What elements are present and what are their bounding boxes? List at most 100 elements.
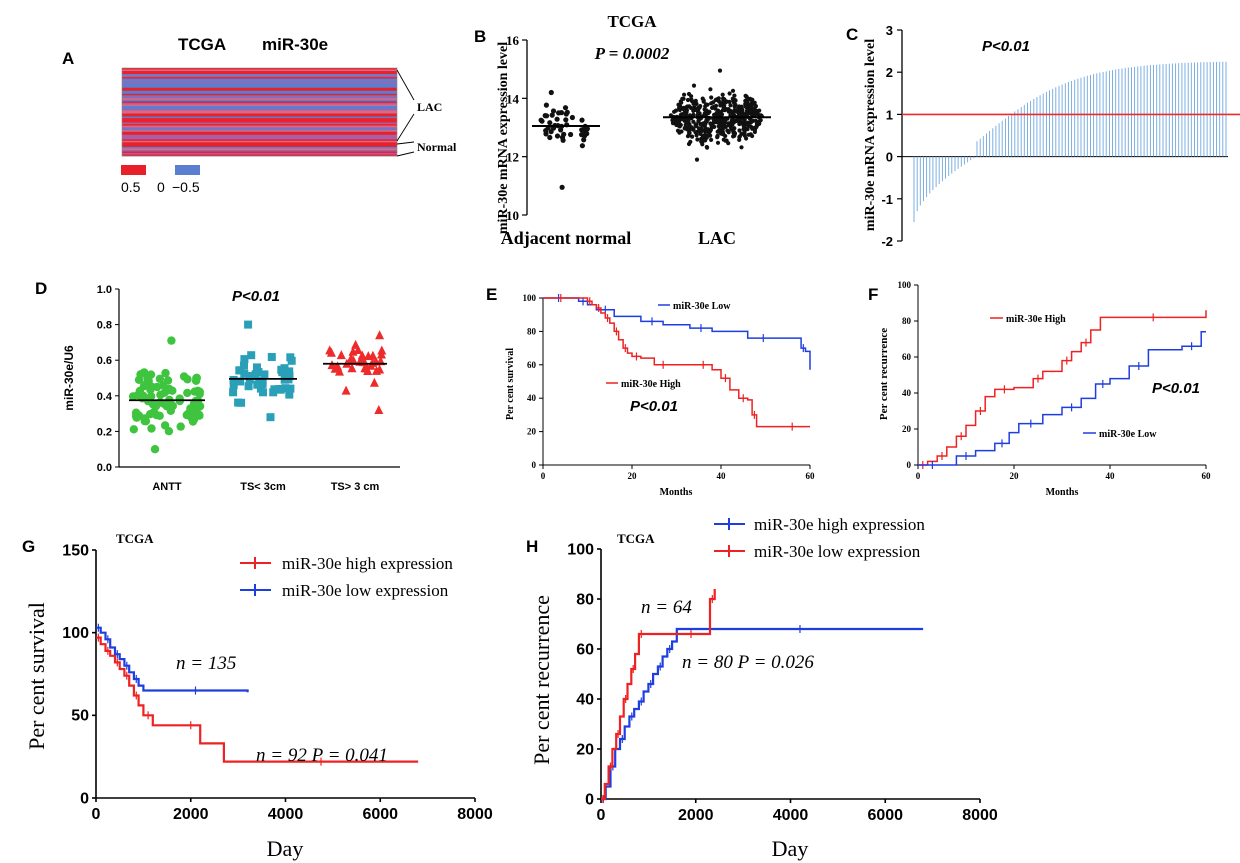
data-point-b [690, 134, 695, 139]
y-tick-label-c: 1 [886, 107, 893, 122]
heatmap-row [122, 145, 397, 148]
xlabel-h: Day [772, 836, 809, 861]
data-point-d [369, 377, 379, 387]
y-tick-label: 80 [527, 326, 537, 336]
row-label-normal: Normal [417, 140, 457, 154]
category-b-1: LAC [698, 228, 736, 248]
heatmap-row [122, 122, 397, 125]
pvalue-d: P<0.01 [232, 288, 280, 305]
marks-c [902, 61, 1240, 222]
data-point-b [728, 108, 733, 113]
category-d-1: TS< 3cm [240, 481, 286, 493]
heatmap-row [122, 140, 397, 143]
data-point-b [698, 126, 703, 131]
data-point-b [744, 105, 750, 110]
data-point-b [732, 93, 737, 98]
title-g: TCGA [116, 531, 154, 546]
data-point-b [558, 110, 565, 116]
y-tick-label-d: 0.8 [97, 320, 112, 332]
data-point-b [547, 134, 553, 141]
heatmap-rows [122, 68, 397, 157]
data-point-d [341, 385, 351, 395]
data-point-b [550, 108, 557, 114]
x-tick-label: 60 [1202, 471, 1212, 481]
data-point-b [691, 112, 696, 117]
data-point-b [712, 120, 717, 125]
data-point-b [720, 107, 726, 113]
panel-g: G TCGA Per cent survival Day 0 50 100 150 0 2… [22, 531, 493, 861]
data-point-b [730, 126, 735, 131]
annotation-g-n92: n = 92 P = 0.041 [256, 745, 388, 766]
data-point-d [168, 386, 177, 395]
data-point-b [582, 130, 588, 136]
y-tick-label: 40 [902, 388, 912, 398]
data-point-d [285, 390, 294, 399]
xlabel-e: Months [660, 487, 693, 498]
title-b: TCGA [607, 12, 657, 31]
heatmap-row [122, 98, 397, 101]
x-tick-label: 0 [92, 806, 101, 823]
annotation-h-n80: n = 80 P = 0.026 [682, 652, 814, 673]
panel-letter-c: C [846, 25, 858, 44]
data-point-b [752, 100, 757, 105]
data-point-d [136, 370, 145, 379]
data-point-b [549, 112, 555, 118]
y-tick-label: 100 [523, 293, 537, 303]
data-point-b [717, 99, 722, 104]
data-point-b [691, 107, 696, 112]
x-tick-label: 4000 [268, 806, 304, 823]
heatmap-row [122, 149, 397, 152]
data-point-d [129, 425, 138, 434]
data-point-b [695, 137, 700, 142]
heatmap-row [122, 152, 397, 155]
data-point-d [258, 379, 267, 388]
heatmap-row [122, 77, 397, 79]
x-tick-label: 6000 [867, 807, 903, 824]
data-point-b [682, 126, 687, 131]
data-point-b [739, 104, 744, 109]
data-point-b [722, 97, 727, 102]
data-point-b [677, 107, 683, 113]
panel-letter-d: D [35, 279, 47, 298]
data-point-b [558, 127, 564, 133]
heatmap-row [122, 80, 397, 82]
panel-f: F Per cent recurrence Months 0 20 40 60 80 10… [868, 280, 1211, 498]
category-d-0: ANTT [152, 481, 182, 493]
y-tick-label-b: 14 [506, 91, 520, 106]
data-point-b [569, 114, 576, 121]
series-line [918, 331, 1206, 466]
data-point-b [734, 109, 739, 114]
data-point-d [269, 388, 278, 397]
data-point-b [738, 121, 743, 126]
panel-b: B TCGA P = 0.0002 miR-30e mRNA expressio… [474, 12, 771, 248]
lines-f [918, 310, 1207, 469]
data-point-b [673, 108, 679, 113]
y-tick-label: 20 [576, 741, 594, 758]
x-tick-label: 60 [806, 471, 816, 481]
data-point-d [162, 402, 171, 411]
series-line [543, 297, 811, 370]
marks-d [128, 320, 387, 454]
data-point-b [548, 129, 554, 135]
panel-a: A TCGA miR-30e LAC Normal 0.5 0 −0.5 [62, 35, 457, 195]
y-tick-label: 150 [62, 542, 89, 559]
data-point-d [191, 410, 200, 419]
annotation-h-n64: n = 64 [641, 597, 692, 618]
data-point-b [728, 103, 733, 108]
data-point-b [682, 92, 687, 97]
data-point-b [749, 108, 754, 113]
data-point-b [706, 127, 711, 132]
data-point-b [730, 88, 736, 93]
data-point-b [721, 132, 726, 137]
data-point-d [240, 369, 249, 378]
heatmap-row [122, 151, 397, 154]
ylabel-b: miR-30e mRNA expression level [496, 42, 511, 234]
legend-label-high: 0.5 [121, 179, 141, 195]
data-point-b [560, 137, 566, 143]
y-tick-label: 0 [532, 460, 537, 470]
panel-letter-f: F [868, 285, 878, 304]
data-point-b [715, 140, 721, 145]
category-d-2: TS> 3 cm [331, 481, 380, 493]
y-tick-label-b: 10 [506, 208, 519, 223]
legend-g-high: miR-30e high expression [282, 554, 453, 573]
